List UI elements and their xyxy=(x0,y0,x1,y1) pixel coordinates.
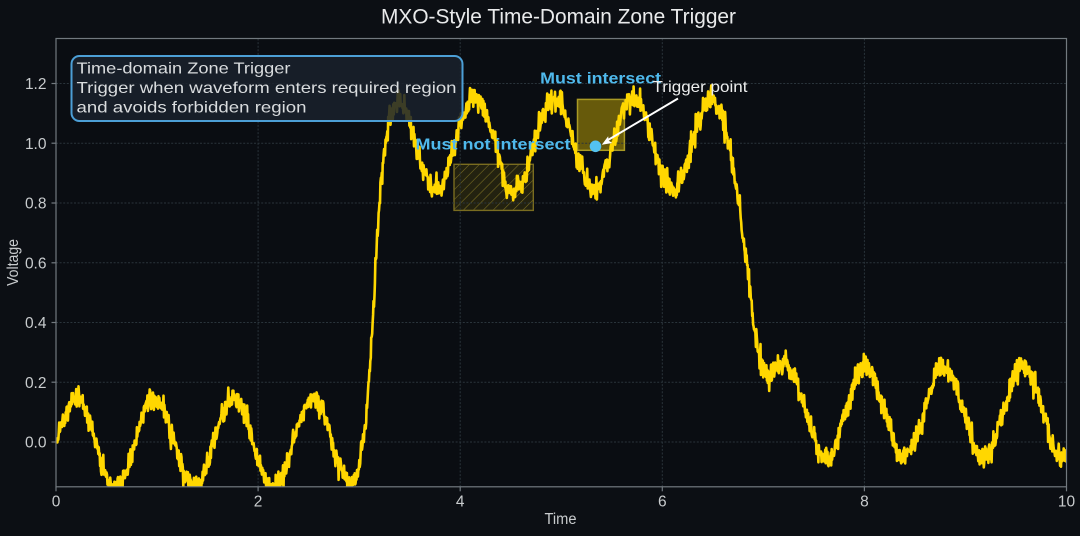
svg-text:Must intersect: Must intersect xyxy=(540,71,662,88)
svg-text:1.2: 1.2 xyxy=(25,76,47,93)
svg-text:0.0: 0.0 xyxy=(25,435,47,452)
svg-text:Must not intersect: Must not intersect xyxy=(416,136,572,153)
svg-text:2: 2 xyxy=(254,493,263,510)
svg-text:0.4: 0.4 xyxy=(25,315,47,332)
svg-text:Trigger point: Trigger point xyxy=(653,79,749,96)
svg-text:and avoids forbidden region: and avoids forbidden region xyxy=(77,100,307,117)
svg-text:Trigger when waveform enters r: Trigger when waveform enters required re… xyxy=(77,80,457,97)
svg-text:1.0: 1.0 xyxy=(25,136,47,153)
svg-text:4: 4 xyxy=(456,493,465,510)
svg-text:MXO-Style Time-Domain Zone Tri: MXO-Style Time-Domain Zone Trigger xyxy=(381,5,736,28)
svg-text:0: 0 xyxy=(52,493,61,510)
svg-text:8: 8 xyxy=(860,493,869,510)
svg-text:0.6: 0.6 xyxy=(25,255,47,272)
svg-text:Voltage: Voltage xyxy=(5,239,22,286)
svg-text:0.2: 0.2 xyxy=(25,375,47,392)
svg-text:10: 10 xyxy=(1058,493,1076,510)
svg-text:Time-domain Zone Trigger: Time-domain Zone Trigger xyxy=(77,61,292,78)
svg-text:0.8: 0.8 xyxy=(25,196,47,213)
svg-text:Time: Time xyxy=(545,511,577,528)
svg-text:6: 6 xyxy=(658,493,667,510)
